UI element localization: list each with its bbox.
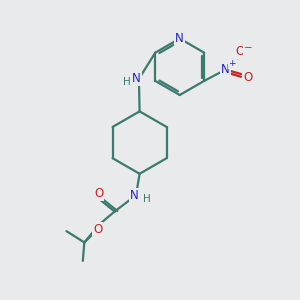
Text: N: N (132, 72, 141, 85)
Text: O: O (235, 45, 244, 58)
Text: −: − (244, 43, 253, 53)
Text: N: N (221, 63, 230, 76)
Text: N: N (175, 32, 184, 45)
Text: N: N (130, 189, 138, 202)
Text: +: + (228, 59, 236, 68)
Text: O: O (243, 70, 252, 83)
Text: O: O (94, 187, 103, 200)
Text: H: H (123, 77, 130, 87)
Text: O: O (93, 223, 102, 236)
Text: H: H (142, 194, 150, 204)
